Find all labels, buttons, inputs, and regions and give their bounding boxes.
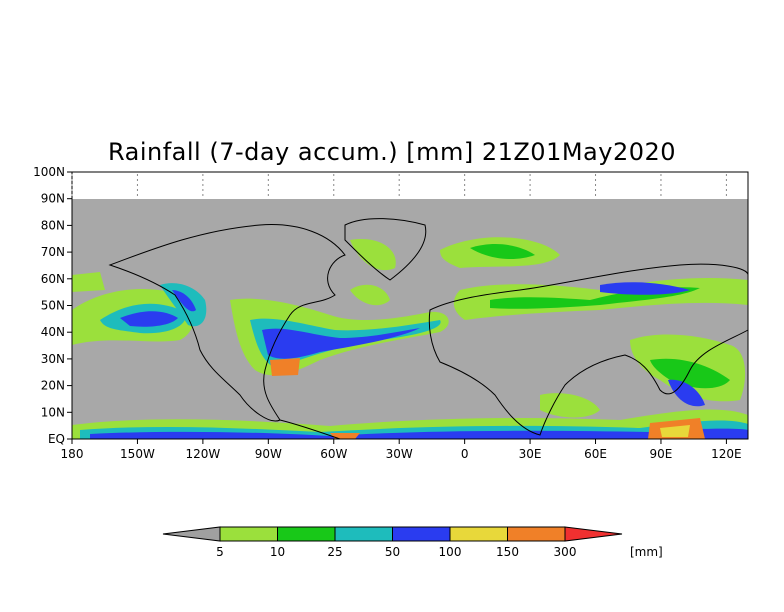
x-tick-label: 90W [255,447,282,461]
legend-swatch [449,526,508,542]
legend-level-label: 50 [385,545,400,559]
legend-level-label: 5 [216,545,224,559]
legend-level-label: 300 [554,545,577,559]
legend-level-label: 25 [327,545,342,559]
y-tick-label: 90N [41,192,65,206]
legend-level-label: 100 [439,545,462,559]
y-tick-label: 60N [41,272,65,286]
legend-swatch [277,526,336,542]
y-tick-label: 50N [41,299,65,313]
legend-level-label: 10 [270,545,285,559]
coastlines [108,218,749,440]
x-tick-label: 90E [650,447,673,461]
legend-unit: [mm] [630,545,663,559]
y-tick-label: 40N [41,325,65,339]
legend-arrow-high [564,526,623,542]
x-tick-label: 120E [711,447,742,461]
y-tick-label: 70N [41,245,65,259]
x-tick-label: 120W [185,447,220,461]
color-legend: 5 10 25 50 100 150 300 [mm] [162,526,663,559]
x-axis: 180 150W 120W 90W 60W 30W 0 30E 60E 90E 120E [61,174,742,461]
map-title: Rainfall (7-day accum.) [mm] 21Z01May202… [107,138,677,166]
y-tick-label: 30N [41,352,65,366]
x-tick-label: 60W [320,447,347,461]
y-tick-label: 100N [33,165,65,179]
y-tick-label: 20N [41,379,65,393]
legend-swatch [507,526,566,542]
rainfall-fields [72,237,748,439]
x-tick-label: 30E [519,447,542,461]
legend-arrow-low [162,526,221,542]
x-tick-label: 150W [120,447,155,461]
y-tick-label: 10N [41,405,65,419]
legend-level-label: 150 [496,545,519,559]
legend-swatch [334,526,393,542]
y-axis: 100N 90N 80N 70N 60N 50N 40N 30N 20N 10N EQ [33,165,72,446]
legend-swatch [392,526,451,542]
y-tick-label: EQ [48,432,65,446]
x-tick-label: 30W [386,447,413,461]
legend-swatch [219,526,278,542]
x-tick-label: 0 [461,447,469,461]
x-tick-label: 180 [61,447,84,461]
y-tick-label: 80N [41,218,65,232]
x-tick-label: 60E [584,447,607,461]
